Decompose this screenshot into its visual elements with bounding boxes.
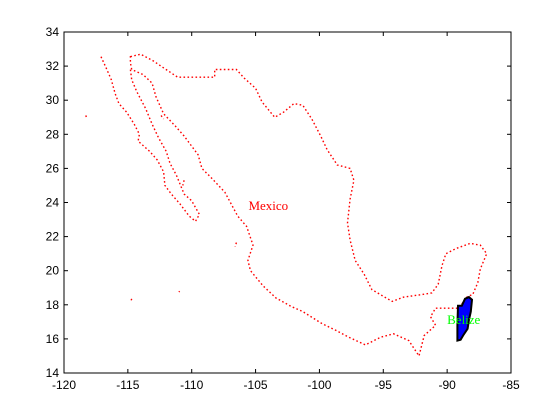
x-tick-label: -120 [52, 378, 76, 392]
island-outline-4 [234, 242, 238, 248]
y-tick-label: 20 [46, 264, 60, 278]
y-tick-label: 30 [46, 93, 60, 107]
island-outline-3 [182, 180, 185, 186]
mexico-mainland-outline [129, 53, 488, 358]
y-tick-label: 34 [46, 25, 60, 39]
y-tick-label: 24 [46, 196, 60, 210]
y-tick-label: 16 [46, 332, 60, 346]
island-outline-5 [178, 290, 181, 293]
y-tick-label: 28 [46, 127, 60, 141]
mexico-label: Mexico [248, 198, 288, 213]
island-outline-2 [160, 115, 165, 120]
map-layer [85, 53, 488, 358]
x-tick-label: -85 [502, 378, 520, 392]
x-tick-label: -95 [375, 378, 393, 392]
belize-label: Belize [447, 312, 480, 327]
x-tick-label: -110 [180, 378, 203, 392]
country-labels: Mexico Belize [248, 198, 480, 327]
y-tick-label: 32 [46, 59, 60, 73]
y-tick-label: 14 [46, 366, 60, 380]
y-tick-label: 22 [46, 230, 60, 244]
island-outline-6 [130, 298, 133, 301]
axis-ticks: -120 -115 -110 -105 -100 -95 -90 -85 14 16 18 20 22 2… [46, 25, 520, 392]
x-tick-label: -105 [244, 378, 268, 392]
x-tick-label: -115 [116, 378, 139, 392]
island-outline-1 [85, 115, 88, 119]
x-tick-label: -90 [438, 378, 456, 392]
y-tick-label: 18 [46, 298, 60, 312]
baja-peninsula-outline [100, 56, 201, 223]
belize-shape [456, 295, 474, 342]
x-tick-label: -100 [307, 378, 331, 392]
y-tick-label: 26 [46, 161, 60, 175]
